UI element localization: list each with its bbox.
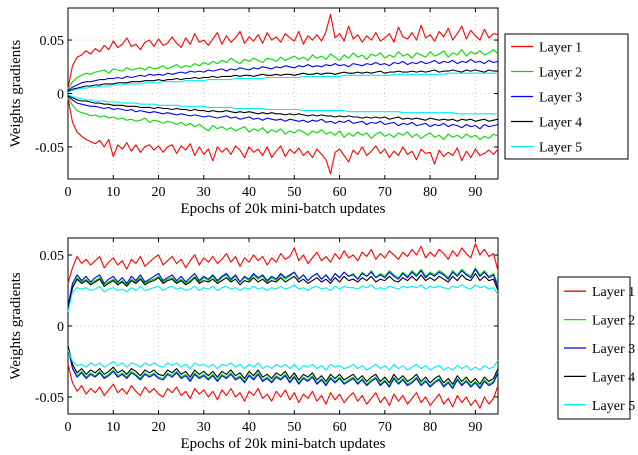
series-line-2-upper	[67, 267, 499, 307]
x-tick-label: 50	[287, 185, 301, 200]
x-axis-label: Epochs of 20k mini-batch updates	[181, 436, 386, 452]
y-tick-label: -0.05	[35, 141, 64, 156]
x-tick-label: 70	[378, 185, 392, 200]
legend-label: Layer 5	[592, 399, 635, 414]
legend: Layer 1 Layer 2 Layer 3 Layer 4 Layer 5	[557, 276, 635, 420]
chart-top: 0 10 20 30 40 50 60 70 80 90 0.05 0 -0.05 Epochs of 2…	[8, 7, 629, 217]
legend-label: Layer 1	[592, 285, 635, 300]
series-line-1-lower	[67, 97, 499, 175]
series-line-5-lower	[67, 349, 499, 371]
x-tick-label: 90	[468, 185, 482, 200]
y-tick-label: 0.05	[40, 34, 65, 49]
series-line-3-upper	[67, 58, 499, 91]
legend-label: Layer 3	[539, 91, 582, 106]
series-line-2-upper	[67, 49, 499, 90]
series-line-4-lower	[67, 345, 499, 385]
series-line-4-lower	[67, 95, 499, 122]
y-tick-label: -0.05	[35, 391, 64, 406]
series-line-2-lower	[67, 97, 499, 141]
series-line-5-upper	[67, 284, 499, 312]
x-tick-label: 30	[197, 185, 211, 200]
legend-label: Layer 2	[592, 314, 635, 329]
x-tick-label: 70	[378, 420, 392, 435]
legend-label: Layer 4	[539, 116, 582, 131]
x-tick-label: 80	[423, 420, 437, 435]
x-tick-label: 0	[65, 420, 72, 435]
x-tick-label: 20	[152, 185, 166, 200]
legend-label: Layer 3	[592, 342, 635, 357]
x-axis-label: Epochs of 20k mini-batch updates	[181, 201, 386, 217]
y-tick-label: 0	[57, 320, 64, 335]
y-tick-label: 0.05	[40, 249, 65, 264]
series-line-1-lower	[67, 364, 499, 409]
series-line-1-upper	[67, 243, 499, 284]
legend-label: Layer 1	[539, 41, 582, 56]
series-line-5-upper	[67, 72, 498, 93]
series-line-1-upper	[67, 13, 499, 89]
plot-area	[67, 237, 499, 415]
x-tick-label: 90	[468, 420, 482, 435]
series-line-5-lower	[67, 94, 498, 115]
series-line-4-upper	[67, 272, 499, 310]
legend-label: Layer 4	[592, 370, 635, 385]
series-line-3-lower	[67, 96, 499, 130]
x-tick-label: 50	[287, 420, 301, 435]
x-tick-label: 40	[242, 420, 256, 435]
y-axis-label: Weights gradients	[8, 40, 24, 148]
y-tick-label: 0	[57, 88, 64, 103]
x-tick-label: 40	[242, 185, 256, 200]
y-axis-label: Weights gradients	[8, 272, 24, 380]
x-tick-label: 60	[333, 420, 347, 435]
x-tick-label: 10	[106, 185, 120, 200]
series-line-4-upper	[67, 69, 498, 92]
x-tick-label: 30	[197, 420, 211, 435]
x-tick-label: 10	[106, 420, 120, 435]
x-tick-label: 80	[423, 185, 437, 200]
legend-label: Layer 5	[539, 141, 582, 156]
x-tick-label: 60	[333, 185, 347, 200]
x-tick-label: 0	[65, 185, 72, 200]
series-line-3-upper	[67, 268, 499, 307]
series-line-2-lower	[67, 348, 499, 388]
x-tick-label: 20	[152, 420, 166, 435]
legend: Layer 1 Layer 2 Layer 3 Layer 4 Layer 5	[504, 33, 629, 160]
series-line-3-lower	[67, 347, 499, 390]
legend-label: Layer 2	[539, 66, 582, 81]
